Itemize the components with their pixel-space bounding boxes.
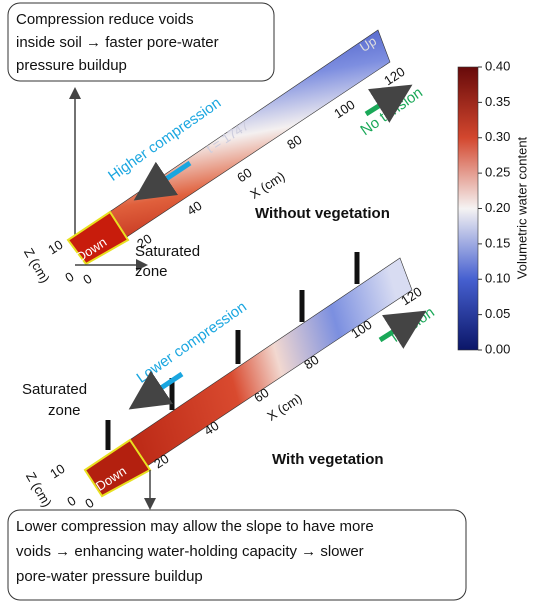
z-axis-label: Z (cm) <box>23 469 55 509</box>
colorbar-tick-label: 0.05 <box>485 306 510 321</box>
x-tick-label: 100 <box>331 97 357 121</box>
callout-text: Compression reduce voids <box>16 11 194 28</box>
callout-text: pressure buildup <box>16 57 127 74</box>
panel-title: With vegetation <box>272 451 384 468</box>
colorbar-tick-label: 0.25 <box>485 165 510 180</box>
tension-label: Tension <box>386 304 438 348</box>
x-axis-label: X (cm) <box>247 168 287 201</box>
colorbar-tick-label: 0.20 <box>485 200 510 215</box>
figure: Compression reduce voids inside soil → f… <box>0 0 537 604</box>
z-tick-label: 0 <box>64 493 78 510</box>
saturated-label: zone <box>48 402 81 419</box>
colorbar-tick-label: 0.40 <box>485 58 510 73</box>
colorbar-tick-label: 0.10 <box>485 271 510 286</box>
panel-title: Without vegetation <box>255 205 390 222</box>
x-tick-label: 120 <box>381 64 407 88</box>
saturated-label: Saturated <box>135 243 200 260</box>
y-tick-label: 0 <box>82 495 96 512</box>
colorbar-tick-label: 0.30 <box>485 129 510 144</box>
colorbar-label: Volumetric water content <box>514 136 529 279</box>
colorbar-tick-label: 0.00 <box>485 341 510 356</box>
colorbar <box>458 67 478 350</box>
x-tick-label: 40 <box>184 198 204 218</box>
x-tick-label: 60 <box>234 165 254 185</box>
callout-text: pore-water pressure buildup <box>16 568 203 585</box>
z-tick-label: 10 <box>45 237 65 257</box>
saturated-label: Saturated <box>22 381 87 398</box>
callout-text: Lower compression may allow the slope to… <box>16 518 374 535</box>
callout-text: inside soil → faster pore-water <box>16 34 219 51</box>
z-axis-label: Z (cm) <box>21 245 53 285</box>
x-axis-label: X (cm) <box>264 390 304 423</box>
colorbar-tick-label: 0.15 <box>485 235 510 250</box>
saturated-label: zone <box>135 263 168 280</box>
z-tick-label: 0 <box>62 269 76 286</box>
y-tick-label: 0 <box>80 271 94 288</box>
callout-text: voids → enhancing water-holding capacity… <box>16 543 364 560</box>
colorbar-tick-label: 0.35 <box>485 94 510 109</box>
z-tick-label: 10 <box>47 461 67 481</box>
x-tick-label: 80 <box>284 132 304 152</box>
